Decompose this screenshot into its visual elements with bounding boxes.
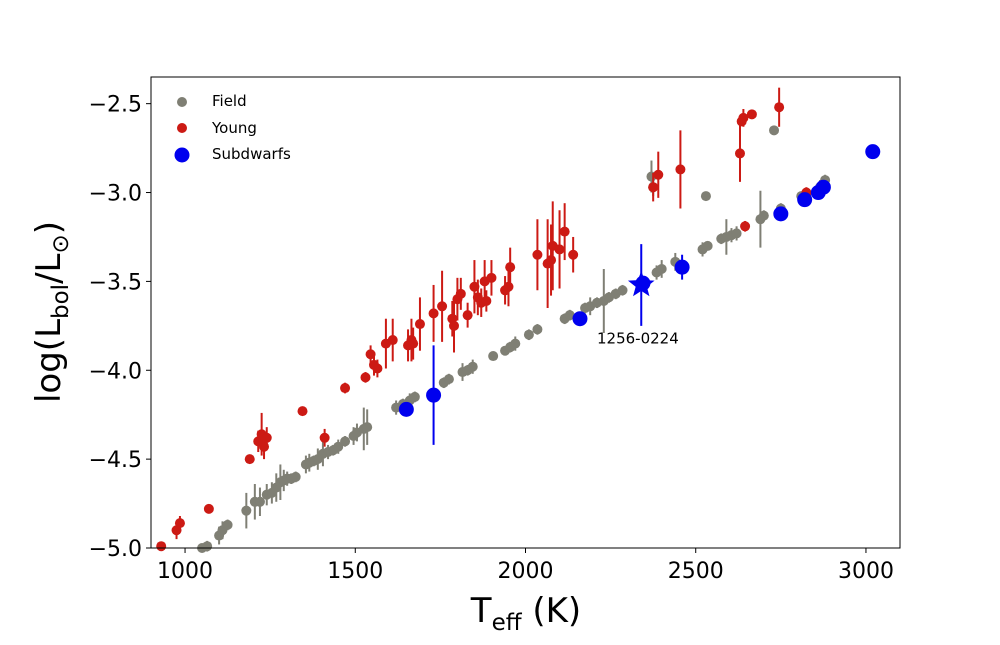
annotation-1256-0224: 1256-0224 [597,329,679,347]
x-tick-label: 2000 [498,559,554,584]
data-point [449,320,460,331]
data-point [546,255,557,266]
series-subdwarfs [398,144,881,445]
data-point [564,310,575,321]
data-point [362,422,373,433]
data-point [572,311,588,327]
data-point [700,191,711,202]
data-point [731,228,742,239]
data-point [254,496,265,507]
data-point [865,144,881,160]
data-point [554,244,565,255]
data-point-star [627,270,655,297]
data-point [532,249,543,260]
y-tick-label: −3.0 [89,182,142,207]
data-point [656,263,667,274]
data-point [503,281,514,292]
y-tick-label: −2.5 [89,93,142,118]
data-point [443,374,454,385]
series-1256-0224 [627,244,655,326]
data-point [333,441,344,452]
data-point [203,503,214,514]
y-tick-label: −3.5 [89,270,142,295]
data-point [174,518,185,529]
x-tick-label: 1500 [327,559,383,584]
data-point [758,210,769,221]
data-point [156,541,167,552]
data-point [340,436,351,447]
data-point [510,338,521,349]
x-tick-label: 3000 [838,559,894,584]
data-point [815,179,831,195]
data-point [414,319,425,330]
data-point [486,272,497,283]
data-point [648,182,659,193]
data-point [674,259,690,275]
series-field [197,125,831,553]
data-point [774,102,785,113]
data-point [426,387,442,403]
data-point [734,148,745,159]
data-point [319,432,330,443]
legend-label-subdwarfs: Subdwarfs [212,145,291,163]
data-point [532,324,543,335]
legend-marker-subdwarfs [174,147,190,163]
data-point [360,372,371,383]
data-point [740,221,751,232]
data-point [653,169,664,180]
data-point [241,505,252,516]
y-axis-ticks: −5.0 −4.5 −4.0 −3.5 −3.0 −2.5 [89,93,151,562]
data-point [387,335,398,346]
data-point [398,401,414,417]
data-point [505,262,516,273]
data-point [437,301,448,312]
y-tick-label: −5.0 [89,537,142,562]
x-axis-ticks: 1000 1500 2000 2500 3000 [157,548,894,584]
legend: Field Young Subdwarfs [174,92,291,163]
legend-marker-young [177,123,187,133]
y-tick-label: −4.5 [89,448,142,473]
x-tick-label: 1000 [157,559,213,584]
x-tick-label: 2500 [668,559,724,584]
data-point [297,406,308,417]
data-point [617,285,628,296]
x-axis-title: Teff (K) [470,591,581,636]
legend-marker-field [177,97,187,107]
data-point [455,288,466,299]
data-point [408,338,419,349]
data-point [746,109,757,120]
data-marks [156,87,881,553]
data-point [340,383,351,394]
data-point [372,363,383,374]
data-point [568,249,579,260]
data-point [488,351,499,362]
data-point [523,329,534,340]
data-point [773,206,789,222]
data-point [222,519,233,530]
data-point [559,226,570,237]
data-point [428,308,439,319]
data-point [467,361,478,372]
data-point [261,432,272,443]
series-young [156,87,812,552]
data-point [481,295,492,306]
data-point [244,454,255,465]
data-point [409,391,420,402]
data-point [738,112,749,123]
legend-label-field: Field [212,92,247,110]
data-point [202,541,213,552]
data-point [702,240,713,251]
legend-label-young: Young [211,119,257,137]
data-point [769,125,780,136]
data-point [462,310,473,321]
data-point [290,471,301,482]
y-tick-label: −4.0 [89,359,142,384]
data-point [675,164,686,175]
y-axis-title: log(Lbol/L⊙) [29,221,74,403]
data-point [797,192,813,208]
